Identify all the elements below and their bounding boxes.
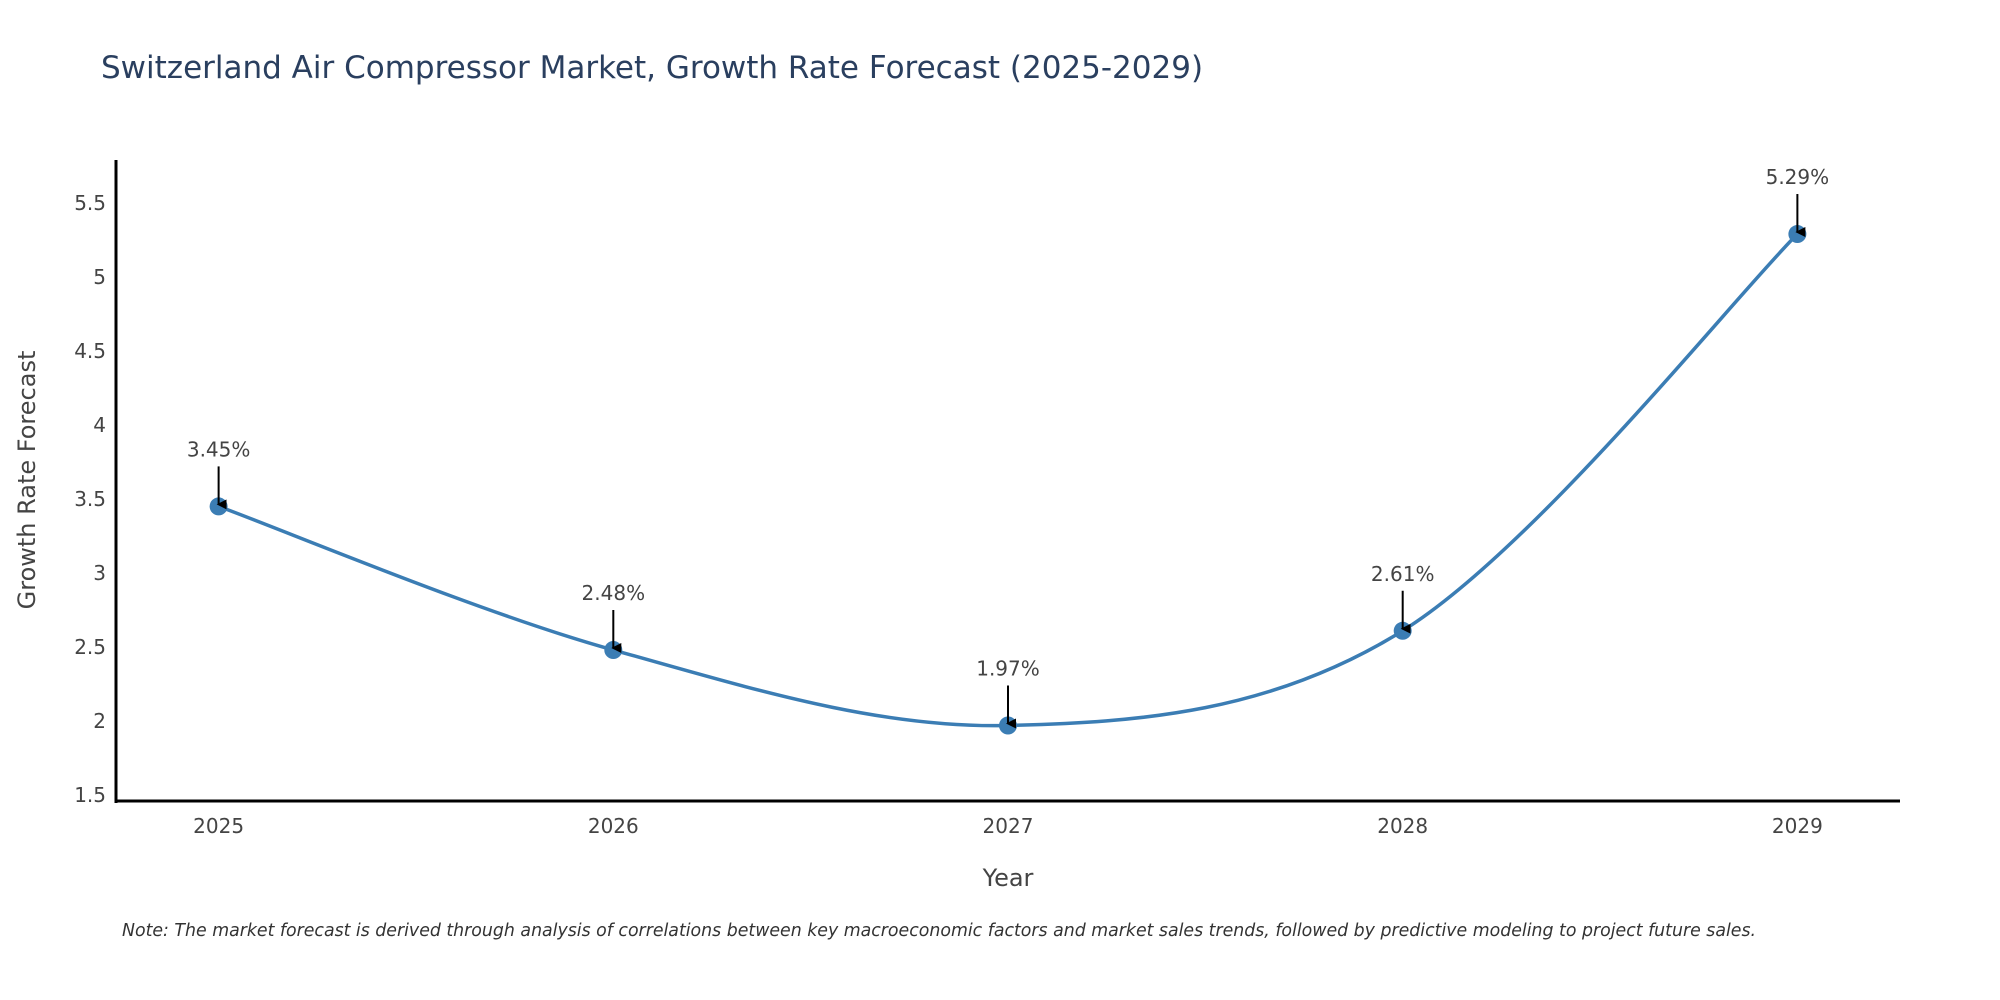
y-axis-ticks: 1.5 2 2.5 3 3.5 4 4.5 5 5.5 bbox=[74, 191, 106, 807]
x-tick-label: 2026 bbox=[588, 814, 639, 838]
y-tick-label: 4.5 bbox=[74, 339, 106, 363]
data-label: 3.45% bbox=[187, 437, 251, 461]
data-label: 2.48% bbox=[582, 581, 646, 605]
y-tick-label: 4 bbox=[93, 413, 106, 437]
data-annotations: 3.45% 2.48% 1.97% 2.61% 5.29% bbox=[187, 165, 1830, 729]
chart-note: Note: The market forecast is derived thr… bbox=[122, 920, 1756, 941]
x-axis-ticks: 2025 2026 2027 2028 2029 bbox=[193, 814, 1823, 838]
y-tick-label: 3.5 bbox=[74, 487, 106, 511]
chart-title: Switzerland Air Compressor Market, Growt… bbox=[101, 50, 1203, 86]
data-label: 2.61% bbox=[1371, 562, 1435, 586]
y-tick-label: 3 bbox=[93, 561, 106, 585]
y-tick-label: 2 bbox=[93, 709, 106, 733]
x-tick-label: 2027 bbox=[983, 814, 1034, 838]
y-tick-label: 5 bbox=[93, 265, 106, 289]
x-tick-label: 2025 bbox=[193, 814, 244, 838]
x-tick-label: 2029 bbox=[1772, 814, 1823, 838]
series-line bbox=[218, 232, 1799, 728]
data-label: 1.97% bbox=[976, 657, 1040, 681]
x-tick-label: 2028 bbox=[1377, 814, 1428, 838]
y-tick-label: 1.5 bbox=[74, 783, 106, 807]
x-axis-title: Year bbox=[982, 864, 1034, 892]
y-axis-title: Growth Rate Forecast bbox=[13, 351, 41, 610]
y-tick-label: 2.5 bbox=[74, 635, 106, 659]
data-label: 5.29% bbox=[1766, 165, 1830, 189]
y-tick-label: 5.5 bbox=[74, 191, 106, 215]
